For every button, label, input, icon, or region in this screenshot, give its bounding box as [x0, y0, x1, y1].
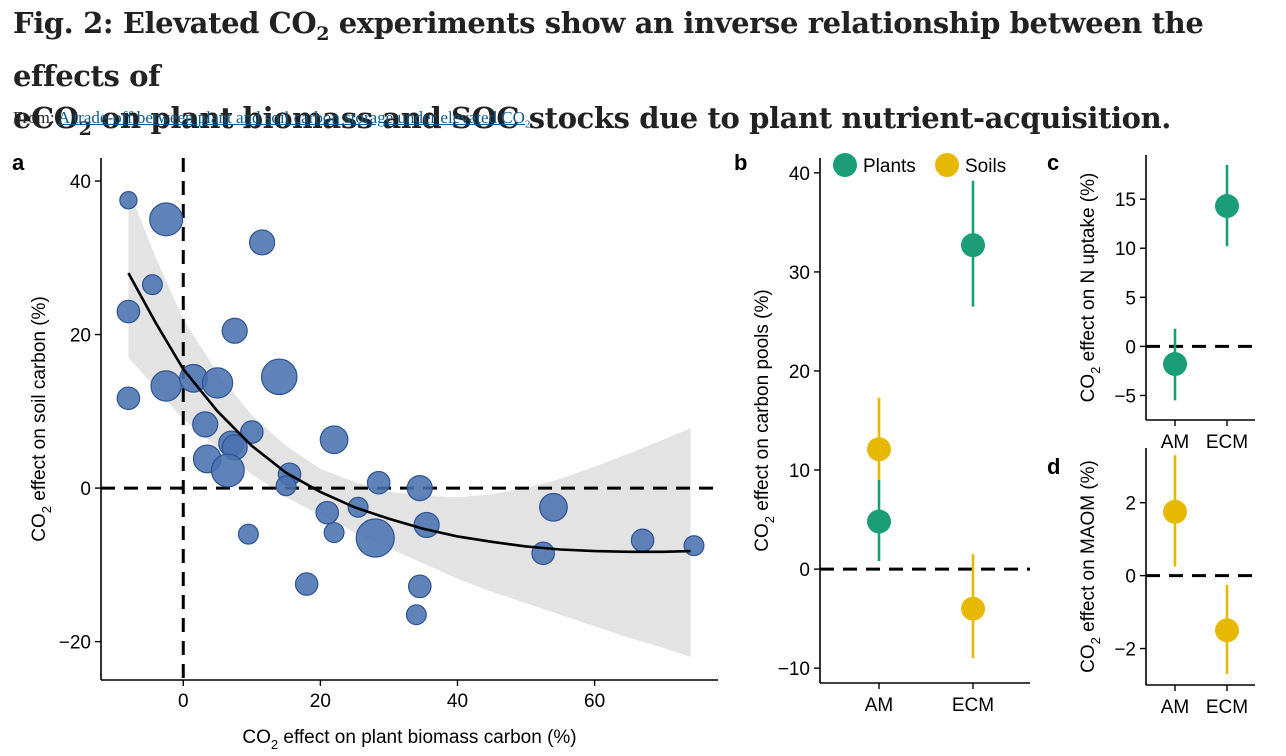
- y-tick-label: 20: [789, 362, 810, 383]
- mean-point: [867, 437, 891, 462]
- category-label: ECM: [952, 695, 994, 716]
- title-line2-sub: 2: [78, 117, 92, 140]
- scatter-point: [210, 453, 245, 488]
- scatter-point: [407, 574, 432, 599]
- y-tick-label: 40: [70, 172, 91, 193]
- scatter-point: [192, 411, 219, 438]
- scatter-point: [315, 500, 340, 525]
- legend-marker-soils: [935, 153, 959, 177]
- scatter-point: [237, 523, 259, 545]
- y-axis-title: CO2 effect on soil carbon (%): [29, 296, 54, 542]
- scatter-point: [319, 425, 349, 455]
- x-tick-label: 40: [447, 691, 468, 712]
- y-tick-label: 0: [799, 560, 810, 581]
- legend-label-soils: Soils: [965, 156, 1006, 177]
- scatter-point: [150, 370, 182, 402]
- mean-point: [1215, 618, 1239, 643]
- scatter-point: [275, 475, 297, 497]
- title-line1-sub: 2: [316, 22, 330, 45]
- scatter-point: [240, 420, 264, 444]
- category-label: AM: [1161, 432, 1190, 453]
- category-label: ECM: [1206, 697, 1248, 718]
- scatter-point: [413, 511, 440, 539]
- legend-label-plants: Plants: [863, 156, 916, 177]
- scatter-point: [116, 299, 141, 324]
- title-line1-b: experiments show an inverse relationship…: [13, 6, 1204, 93]
- y-tick-label: 15: [1115, 190, 1136, 211]
- mean-point: [1163, 352, 1187, 377]
- y-axis-title: CO2 effect on N uptake (%): [1078, 173, 1103, 403]
- y-tick-label: 0: [1125, 567, 1136, 588]
- category-label: ECM: [1206, 432, 1248, 453]
- scatter-point: [119, 191, 138, 210]
- source-link-sub: 2: [524, 118, 531, 131]
- figure-title: Fig. 2: Elevated CO2 experiments show an…: [13, 2, 1273, 150]
- category-label: AM: [1161, 697, 1190, 718]
- scatter-point: [323, 522, 345, 544]
- y-tick-label: 10: [789, 461, 810, 482]
- source-line: From: A trade-off between plant and soil…: [13, 108, 530, 130]
- scatter-point: [406, 474, 433, 502]
- x-tick-label: 60: [584, 691, 605, 712]
- title-line2-a: eCO: [13, 100, 79, 135]
- x-tick-label: 0: [178, 691, 189, 712]
- mean-point: [1163, 499, 1187, 524]
- scatter-point: [294, 572, 319, 596]
- legend-marker-plants: [833, 153, 857, 177]
- y-tick-label: −10: [778, 659, 810, 680]
- mean-point: [867, 509, 891, 534]
- scatter-point: [366, 470, 391, 495]
- y-tick-label: 0: [1125, 337, 1136, 358]
- mean-point: [961, 596, 985, 621]
- panel-label-b: b: [734, 150, 747, 175]
- from-label: From:: [13, 108, 58, 127]
- y-tick-label: −2: [1114, 640, 1136, 661]
- scatter-point: [260, 358, 298, 396]
- scatter-point: [116, 386, 141, 411]
- scatter-point: [141, 274, 163, 296]
- title-line2-b: on plant biomass and SOC stocks due to p…: [91, 100, 1171, 135]
- title-line1-a: Fig. 2: Elevated CO: [13, 6, 317, 40]
- fit-confidence-band: [128, 188, 691, 657]
- y-tick-label: 5: [1125, 288, 1136, 309]
- y-tick-label: −20: [59, 633, 91, 654]
- y-axis-title: CO2 effect on MAOM (%): [1078, 460, 1103, 673]
- x-tick-label: 20: [310, 691, 331, 712]
- y-tick-label: 10: [1115, 239, 1136, 260]
- fit-curve: [127, 272, 691, 554]
- panel-label-a: a: [12, 150, 25, 175]
- panel-label-c: c: [1047, 150, 1059, 175]
- scatter-point: [539, 492, 568, 522]
- scatter-point: [630, 528, 655, 553]
- scatter-point: [249, 229, 276, 256]
- x-axis-title: CO2 effect on plant biomass carbon (%): [242, 727, 576, 752]
- y-tick-label: 0: [80, 479, 91, 500]
- category-label: AM: [865, 695, 894, 716]
- y-tick-label: 30: [789, 263, 810, 284]
- y-axis-title: CO2 effect on carbon pools (%): [752, 289, 777, 551]
- source-article-link[interactable]: A trade-off between plant and soil carbo…: [57, 108, 531, 131]
- mean-point: [1215, 194, 1239, 219]
- panel-label-d: d: [1047, 454, 1060, 479]
- y-tick-label: 2: [1125, 494, 1136, 515]
- scatter-point: [405, 604, 427, 626]
- scatter-point: [683, 535, 705, 557]
- scatter-point: [355, 518, 395, 558]
- scatter-point: [531, 541, 555, 566]
- mean-point: [961, 233, 985, 258]
- scatter-point: [221, 317, 248, 344]
- y-tick-label: −5: [1114, 386, 1136, 407]
- scatter-point: [201, 367, 234, 399]
- y-tick-label: 20: [70, 326, 91, 347]
- source-link-text: A trade-off between plant and soil carbo…: [57, 108, 525, 127]
- y-tick-label: 40: [789, 164, 810, 185]
- scatter-point: [149, 202, 184, 237]
